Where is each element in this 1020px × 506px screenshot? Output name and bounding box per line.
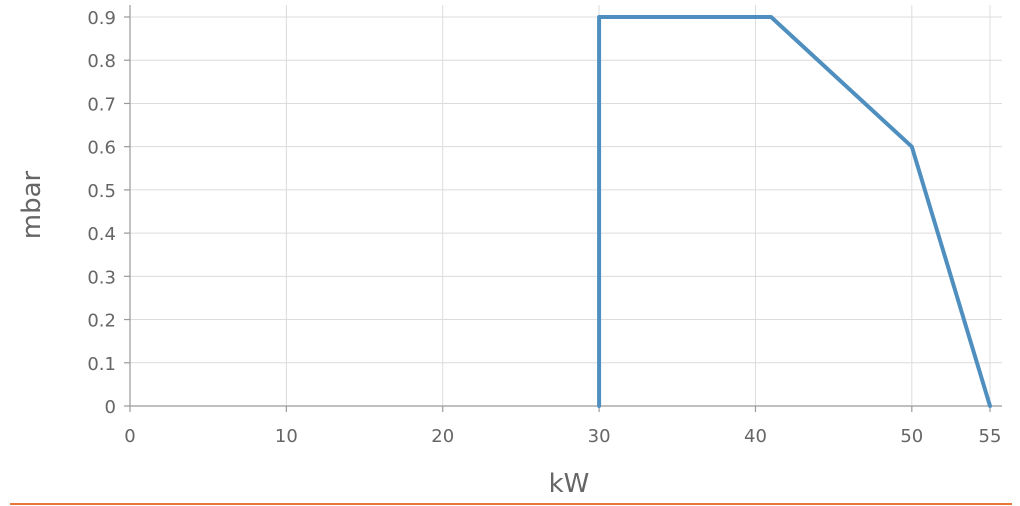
y-tick-label: 0.5: [87, 181, 116, 202]
x-axis-title: kW: [549, 469, 590, 499]
x-tick-label: 30: [588, 426, 611, 447]
y-tick-label: 0.1: [87, 354, 116, 375]
x-tick-label: 20: [431, 426, 454, 447]
y-tick-label: 0.9: [87, 8, 116, 29]
x-tick-label: 0: [124, 426, 135, 447]
y-tick-label: 0.3: [87, 267, 116, 288]
x-tick-label: 50: [900, 426, 923, 447]
x-tick-label: 10: [275, 426, 298, 447]
y-tick-label: 0.6: [87, 138, 116, 159]
y-tick-label: 0.2: [87, 311, 116, 332]
y-tick-label: 0.4: [87, 224, 116, 245]
grid-layer: [129, 5, 1002, 407]
series-layer: [597, 15, 992, 408]
label-layer: 0 10 20 30 40 50 55 0 0.1 0.2 0.3 0.4 0.5 0.6 0.7 0.8 0.…: [87, 8, 1001, 447]
x-tick-label: 40: [744, 426, 767, 447]
x-tick-label: 55: [979, 426, 1002, 447]
y-tick-label: 0: [105, 397, 116, 418]
y-axis-title: mbar: [17, 170, 47, 239]
series-line: [597, 15, 992, 408]
y-tick-label: 0.7: [87, 94, 116, 115]
axis-layer: [124, 5, 1002, 412]
y-tick-label: 0.8: [87, 51, 116, 72]
